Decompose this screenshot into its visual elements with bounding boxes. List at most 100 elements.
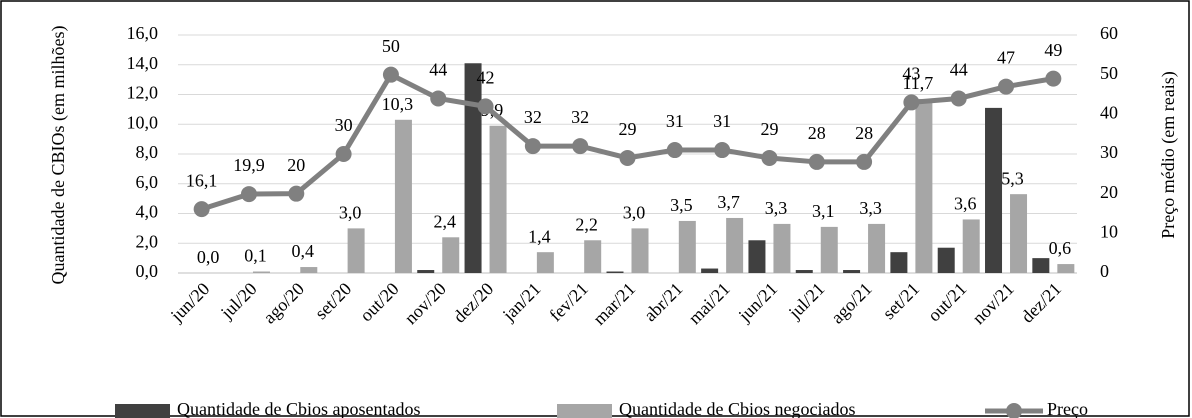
x-tick-label: dez/20	[449, 279, 497, 327]
x-tick-label: mar/21	[589, 279, 639, 329]
data-label: 43	[902, 64, 920, 84]
data-label: 0,4	[292, 241, 315, 261]
point	[856, 153, 873, 170]
data-label: 5,3	[1001, 168, 1024, 188]
data-label: 42	[477, 68, 495, 88]
x-tick-label: ago/21	[827, 279, 876, 328]
bar	[442, 237, 460, 273]
bar	[915, 98, 933, 274]
bar	[606, 271, 624, 273]
data-label: 32	[571, 107, 589, 127]
x-tick-label: set/20	[311, 279, 356, 324]
y2-tick-label: 10	[1100, 221, 1118, 241]
bar	[300, 267, 318, 273]
bar	[820, 226, 838, 273]
point	[193, 201, 210, 218]
y-tick-label: 6,0	[136, 172, 159, 192]
data-label: 29	[619, 119, 637, 139]
bar	[347, 228, 365, 273]
x-tick-label: jun/20	[166, 279, 213, 326]
data-label: 3,1	[812, 201, 835, 221]
bar	[962, 219, 980, 273]
data-label: 50	[382, 36, 400, 56]
x-tick-label: out/20	[356, 279, 403, 326]
y2-tick-label: 40	[1100, 102, 1118, 122]
point	[761, 149, 778, 166]
y-tick-label: 8,0	[136, 142, 159, 162]
bar	[464, 63, 482, 274]
point	[1045, 70, 1062, 87]
x-tick-label: fev/21	[545, 279, 592, 326]
point	[808, 153, 825, 170]
point	[240, 186, 257, 203]
data-label: 3,0	[623, 203, 646, 223]
x-tick-label: dez/21	[1017, 279, 1065, 327]
data-label: 0,1	[244, 246, 267, 266]
y-tick-label: 14,0	[127, 53, 159, 73]
bar	[394, 119, 412, 273]
data-label: 32	[524, 107, 542, 127]
bar	[252, 271, 270, 273]
data-label: 29	[760, 119, 778, 139]
y2-axis-label: Preço médio (em reais)	[1158, 71, 1179, 238]
data-label: 31	[713, 111, 731, 131]
bar	[1010, 194, 1028, 273]
bar	[489, 125, 507, 273]
data-label: 0,6	[1049, 238, 1072, 258]
bar	[748, 240, 766, 273]
data-label: 49	[1044, 40, 1062, 60]
data-label: 31	[666, 111, 684, 131]
legend-swatch	[1006, 403, 1022, 418]
point	[619, 149, 636, 166]
data-label: 44	[429, 60, 447, 80]
x-tick-label: nov/21	[968, 279, 1018, 329]
point	[477, 98, 494, 115]
bar	[631, 228, 649, 273]
point	[382, 66, 399, 83]
data-label: 16,1	[186, 170, 218, 190]
data-label: 0,0	[197, 247, 220, 267]
x-tick-label: jul/20	[216, 279, 261, 324]
bar	[678, 220, 696, 273]
bar	[726, 217, 744, 273]
y-tick-label: 4,0	[136, 202, 159, 222]
data-label: 3,0	[339, 203, 362, 223]
y2-tick-label: 30	[1100, 142, 1118, 162]
data-label: 1,4	[528, 226, 551, 246]
y2-tick-label: 50	[1100, 63, 1118, 83]
x-tick-label: ago/20	[259, 279, 308, 328]
data-label: 44	[950, 60, 968, 80]
y-tick-label: 10,0	[127, 112, 159, 132]
point	[524, 138, 541, 155]
x-tick-label: mai/21	[684, 279, 733, 328]
data-label: 30	[335, 115, 353, 135]
y-axis-label: Quantidade de CBIOs (em milhões)	[48, 26, 69, 285]
bar	[701, 268, 719, 273]
y2-tick-label: 20	[1100, 182, 1118, 202]
bar	[1032, 258, 1050, 273]
legend-swatch	[115, 404, 170, 418]
point	[714, 142, 731, 159]
point	[430, 90, 447, 107]
bar	[417, 270, 435, 273]
point	[335, 146, 352, 162]
bar	[584, 240, 602, 273]
data-label: 3,6	[954, 194, 977, 214]
y-tick-label: 12,0	[127, 83, 159, 103]
bar	[773, 223, 791, 273]
point	[998, 78, 1015, 95]
data-label: 3,5	[670, 195, 693, 215]
point	[903, 94, 920, 111]
data-label: 28	[855, 123, 873, 143]
data-label: 3,3	[859, 198, 882, 218]
data-label: 20	[287, 155, 305, 175]
bar	[985, 107, 1003, 273]
bar	[1057, 264, 1075, 273]
point	[666, 142, 683, 159]
data-label: 28	[808, 123, 826, 143]
y2-tick-label: 60	[1100, 23, 1118, 43]
point	[572, 138, 589, 155]
bar	[536, 252, 554, 273]
data-label: 2,4	[433, 211, 456, 231]
